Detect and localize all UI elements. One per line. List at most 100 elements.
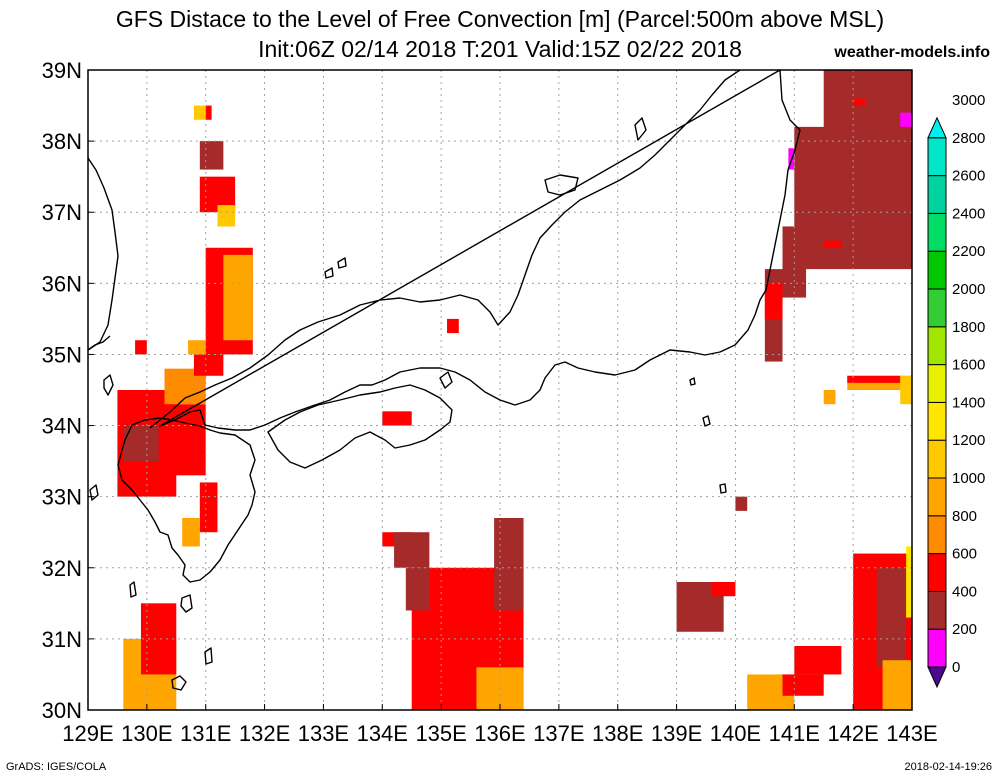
field-region: [135, 340, 147, 355]
colorbar-label: 1200: [952, 432, 985, 449]
coastline-yakushima: [171, 675, 187, 691]
colorbar-swatch: [927, 401, 947, 441]
field-region: [217, 205, 236, 227]
x-tick-label: 137E: [533, 721, 584, 746]
coastline-sado: [544, 174, 579, 196]
x-tick-label: 138E: [592, 721, 643, 746]
footer-credit: GrADS: IGES/COLA: [6, 761, 107, 773]
field-region: [140, 603, 177, 675]
colorbar-label: 2000: [952, 281, 985, 298]
x-tick-label: 129E: [62, 721, 113, 746]
colorbar-swatch: [927, 116, 947, 139]
colorbar-label: 600: [952, 546, 977, 563]
field-region: [405, 567, 430, 611]
y-tick-label: 39N: [42, 58, 82, 83]
coastline-tanegashima: [180, 594, 193, 613]
field-region: [199, 482, 218, 533]
colorbar-label: 1800: [952, 319, 985, 336]
colorbar-label: 2600: [952, 168, 985, 185]
colorbar-swatch: [927, 477, 947, 517]
x-tick-label: 141E: [769, 721, 820, 746]
field-region: [182, 518, 200, 547]
x-tick-label: 135E: [415, 721, 466, 746]
field-region: [823, 390, 836, 405]
coastline-izu-1: [689, 377, 696, 386]
x-tick-label: 143E: [886, 721, 937, 746]
coastline-oki: [324, 257, 347, 279]
coastline-koshiki: [129, 581, 137, 598]
field-region: [900, 112, 912, 127]
field-region: [223, 254, 253, 341]
y-tick-label: 31N: [42, 627, 82, 652]
colorbar-swatch: [927, 175, 947, 214]
x-tick-label: 132E: [239, 721, 290, 746]
y-tick-label: 37N: [42, 200, 82, 225]
field-region: [764, 283, 783, 319]
x-axis: 129E 130E 131E 132E 133E 134E 135E 136E 137E 138E…: [62, 704, 938, 746]
colorbar-swatch: [927, 553, 947, 592]
colorbar-swatch: [927, 212, 947, 252]
field-region: [782, 674, 824, 696]
colorbar-swatch: [927, 326, 947, 366]
colorbar-swatch: [927, 439, 947, 479]
x-tick-label: 136E: [474, 721, 525, 746]
colorbar-label: 2400: [952, 205, 985, 222]
coastline-hokkaido: [634, 117, 647, 141]
colorbar-label: 2200: [952, 243, 985, 260]
y-tick-label: 33N: [42, 485, 82, 510]
coastline-korea-south: [87, 335, 111, 351]
x-tick-label: 142E: [827, 721, 878, 746]
field-region: [193, 354, 224, 376]
field-region: [711, 582, 736, 597]
coastline-awaji: [439, 371, 453, 389]
coastline-honshu: [149, 69, 801, 431]
field-region: [906, 546, 912, 618]
field-region: [205, 105, 212, 120]
field-region: [735, 496, 748, 511]
y-axis: 30N 31N 32N 33N 34N 35N 36N 37N 38N 39N: [42, 58, 94, 723]
y-tick-label: 35N: [42, 342, 82, 367]
field-region: [394, 532, 430, 568]
y-tick-label: 30N: [42, 698, 82, 723]
coastline-kyushu: [117, 417, 256, 583]
colorbar-swatch: [927, 288, 947, 328]
field-region: [882, 660, 912, 710]
colorbar-swatch: [927, 137, 947, 177]
field-region: [199, 141, 224, 170]
colorbar-swatch: [927, 666, 947, 689]
x-tick-label: 139E: [651, 721, 702, 746]
field-region: [193, 105, 206, 120]
coastline-izu-3: [719, 483, 727, 494]
colorbar-label: 1000: [952, 470, 985, 487]
field-region: [847, 375, 901, 383]
x-tick-label: 134E: [357, 721, 408, 746]
field-region: [853, 98, 865, 106]
coastline-amami: [204, 647, 213, 665]
x-tick-label: 133E: [298, 721, 349, 746]
x-tick-label: 130E: [121, 721, 172, 746]
colorbar-swatch: [927, 590, 947, 630]
coastline-shikoku: [267, 384, 453, 469]
footer-timestamp: 2018-02-14-19:26: [904, 761, 992, 773]
coastline-layer: [87, 69, 801, 691]
y-tick-label: 34N: [42, 414, 82, 439]
colorbar-label: 200: [952, 621, 977, 638]
field-region: [382, 411, 412, 426]
x-tick-label: 131E: [180, 721, 231, 746]
chart-subtitle: Init:06Z 02/14 2018 T:201 Valid:15Z 02/2…: [258, 36, 742, 62]
colorbar-label: 2800: [952, 130, 985, 147]
colorbar-swatch: [927, 250, 947, 290]
colorbar-swatch: [927, 628, 947, 668]
y-tick-label: 38N: [42, 129, 82, 154]
field-region: [447, 318, 459, 334]
brand-label: weather-models.info: [834, 44, 990, 61]
colorbar-swatch: [927, 515, 947, 555]
colorbar-label: 3000: [952, 92, 985, 109]
coastline-izu-2: [702, 415, 711, 427]
field-region: [823, 240, 842, 248]
colorbar-label: 1600: [952, 357, 985, 374]
coastline-tsushima: [103, 374, 114, 396]
field-region: [876, 567, 907, 668]
colorbar-label: 0: [952, 659, 960, 676]
